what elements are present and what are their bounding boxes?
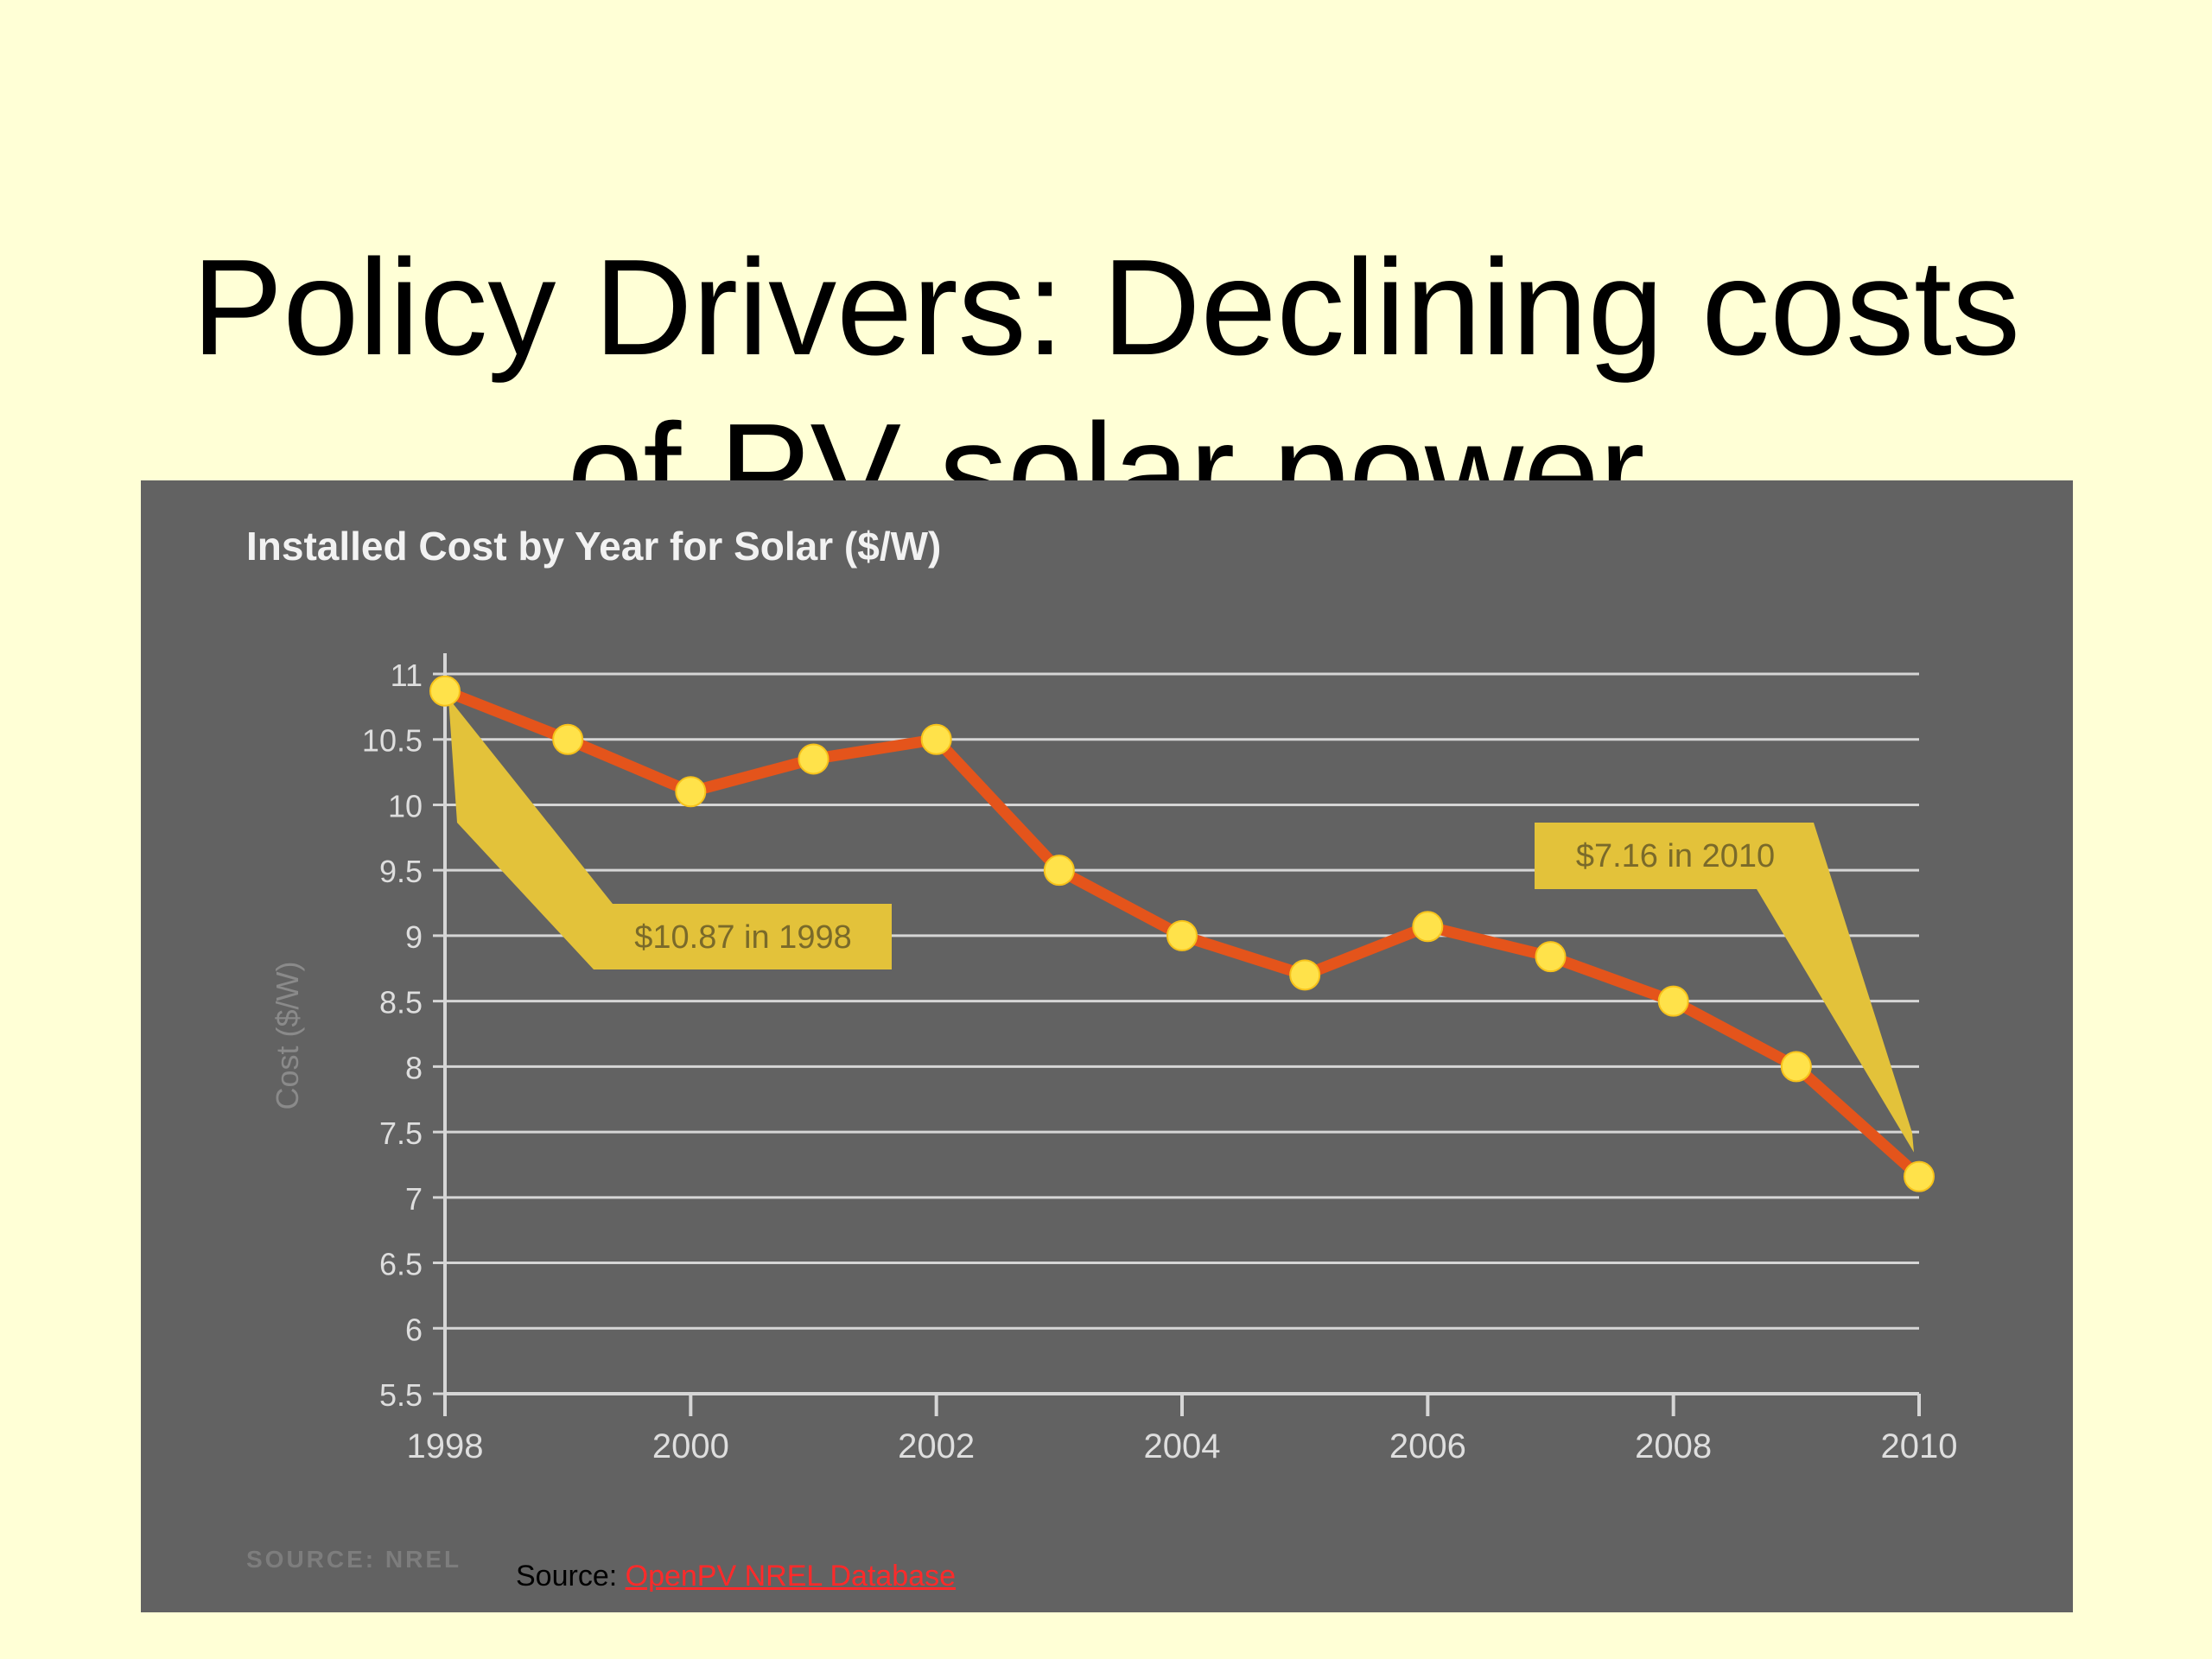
x-tick-label: 2006 (1389, 1427, 1466, 1465)
callout-1998-shape (448, 697, 892, 969)
chart-source-note: SOURCE: NREL (246, 1546, 461, 1573)
y-tick-label: 9.5 (379, 854, 423, 889)
x-tick-label: 1998 (407, 1427, 484, 1465)
y-tick-label: 7 (405, 1181, 423, 1217)
callout-2010-shape (1535, 823, 1914, 1153)
data-point (429, 675, 461, 707)
chart-panel: Installed Cost by Year for Solar ($/W) 11… (141, 480, 2073, 1612)
data-point (1904, 1160, 1935, 1192)
data-point (1166, 919, 1198, 951)
x-tick-label: 2000 (652, 1427, 729, 1465)
data-point (1289, 959, 1321, 991)
data-point (1657, 985, 1689, 1017)
y-tick-label: 9 (405, 919, 423, 955)
x-tick-label: 2004 (1144, 1427, 1221, 1465)
y-tick-label: 5.5 (379, 1377, 423, 1413)
slide-title: Policy Drivers: Declining costs of PV so… (0, 226, 2212, 554)
data-point (552, 723, 584, 755)
y-tick-label: 6.5 (379, 1247, 423, 1282)
data-point (1535, 941, 1567, 973)
callout-2010-label: $7.16 in 2010 (1576, 838, 1775, 874)
callout-1998-label: $10.87 in 1998 (634, 919, 851, 956)
y-tick-label: 8.5 (379, 985, 423, 1020)
y-axis-label: Cost ($/W) (270, 961, 305, 1109)
data-point (1780, 1051, 1812, 1083)
chart-title: Installed Cost by Year for Solar ($/W) (246, 524, 941, 569)
source-link[interactable]: OpenPV NREL Database (625, 1560, 957, 1592)
source-prefix: Source: (516, 1560, 626, 1592)
data-point (920, 723, 952, 755)
y-tick-label: 10 (388, 788, 423, 823)
y-tick-label: 10.5 (362, 723, 423, 759)
x-tick-label: 2008 (1635, 1427, 1712, 1465)
y-tick-label: 7.5 (379, 1116, 423, 1151)
y-tick-label: 8 (405, 1050, 423, 1085)
source-line: Source: OpenPV NREL Database (516, 1560, 956, 1593)
x-tick-label: 2010 (1881, 1427, 1958, 1465)
x-tick-label: 2002 (898, 1427, 975, 1465)
data-point (675, 776, 707, 808)
y-tick-label: 11 (391, 658, 423, 693)
line-chart: Installed Cost by Year for Solar ($/W) 11… (246, 524, 1958, 1573)
data-point (1412, 911, 1444, 943)
data-point (798, 743, 830, 775)
data-point (1043, 855, 1075, 887)
slide-title-line-1: Policy Drivers: Declining costs (191, 231, 2021, 384)
y-tick-label: 6 (405, 1312, 423, 1347)
